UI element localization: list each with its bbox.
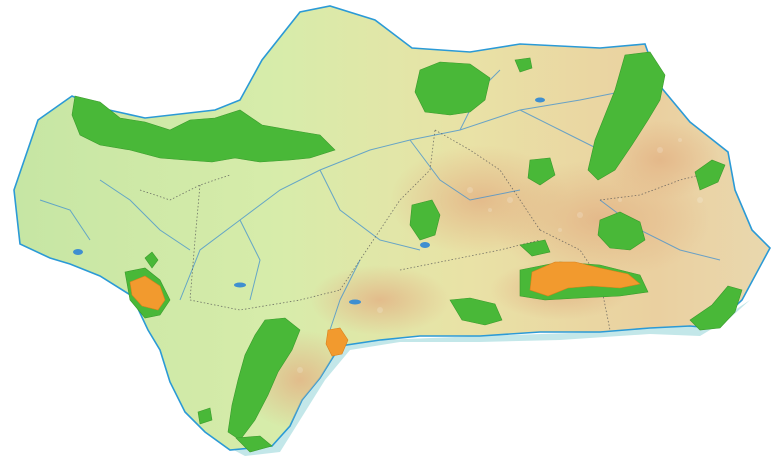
- reservoir: [73, 249, 83, 255]
- river: [239, 219, 261, 301]
- reservoir: [349, 299, 361, 305]
- province-border: [189, 184, 201, 301]
- river: [329, 259, 361, 331]
- protected-area-doñana-core: [129, 275, 166, 311]
- protected-area-maria: [694, 159, 726, 191]
- protected-area-huelva-north: [144, 251, 159, 269]
- province-border: [189, 289, 341, 311]
- protected-area-huetor: [519, 239, 551, 257]
- protected-area-estrecho: [197, 407, 213, 425]
- reservoir: [420, 242, 430, 248]
- protected-area-alcornocales: [235, 435, 273, 453]
- protected-area-despenaperros: [514, 57, 533, 73]
- sea-halo: [138, 292, 750, 456]
- river: [409, 139, 521, 201]
- river: [99, 179, 191, 251]
- province-border: [539, 229, 611, 331]
- protected-area-grazalema: [227, 317, 301, 441]
- river: [39, 199, 91, 241]
- protected-area-tejeda: [449, 297, 503, 326]
- river: [519, 109, 601, 151]
- province-border: [139, 174, 231, 201]
- protected-area-subbetica: [409, 199, 441, 241]
- protected-areas-orange: [129, 261, 641, 357]
- reservoir: [234, 282, 246, 288]
- river-main: [179, 89, 631, 301]
- protected-area-sierra-norte: [71, 95, 336, 163]
- protected-area-cabo-gata: [689, 285, 743, 331]
- river: [319, 169, 421, 251]
- protected-area-cardena: [414, 61, 491, 116]
- protected-area-sierra-nevada-core: [529, 261, 641, 297]
- protected-area-baza: [597, 211, 646, 251]
- protected-area-cazorla: [587, 51, 666, 181]
- reservoir: [535, 97, 545, 103]
- protected-area-sierra-nieves: [325, 327, 349, 357]
- protected-area-magina: [527, 157, 556, 186]
- reservoirs: [73, 97, 545, 305]
